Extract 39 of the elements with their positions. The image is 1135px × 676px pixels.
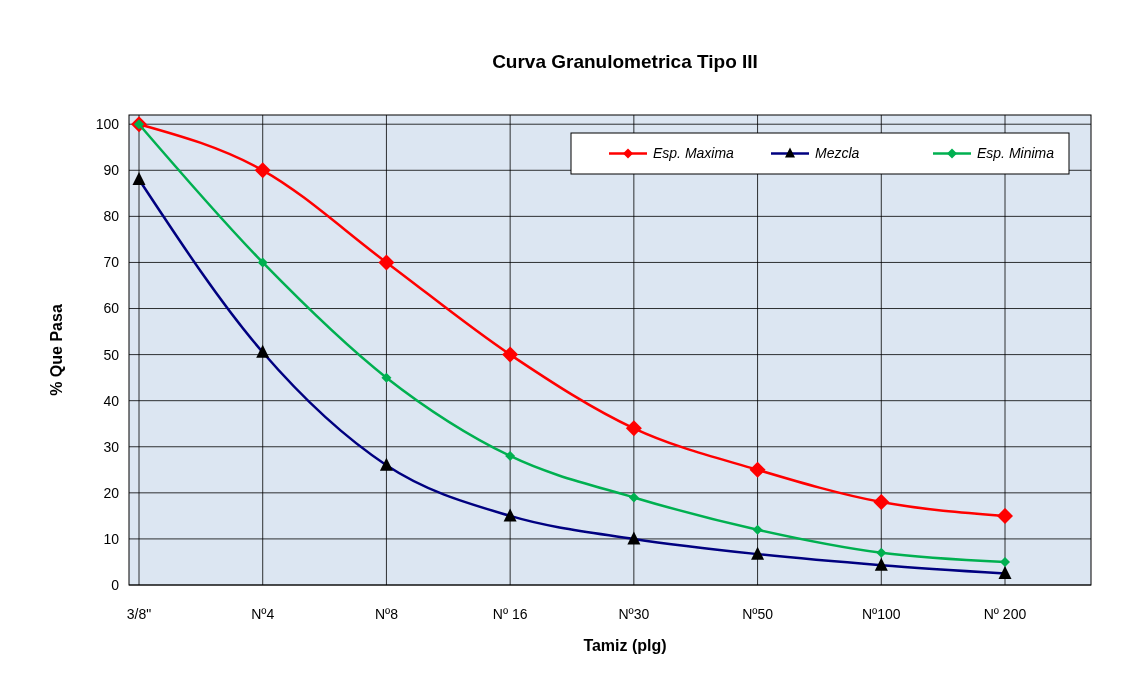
point: [1000, 556, 1010, 567]
x-tick-label: Nº 200: [983, 606, 1027, 622]
legend-label: Esp. Minima: [977, 145, 1055, 162]
point: [997, 507, 1013, 524]
y-tick-label: 0: [111, 576, 120, 593]
x-tick-label: Nº100: [861, 606, 901, 622]
point: [502, 346, 519, 363]
legend-label: Esp. Maxima: [653, 145, 735, 162]
x-tick-label: 3/8": [126, 606, 152, 622]
point: [873, 494, 890, 511]
y-tick-label: 20: [103, 484, 120, 501]
chart-title: Curva Granulometrica Tipo III: [492, 51, 758, 72]
x-tick-label: Nº50: [742, 606, 774, 622]
point: [257, 257, 268, 268]
x-tick-label: Nº 16: [492, 606, 528, 622]
legend-label: Mezcla: [815, 145, 860, 162]
point: [628, 492, 639, 503]
point: [752, 524, 763, 535]
point: [378, 254, 395, 271]
x-axis-title: Tamiz (plg): [583, 637, 667, 654]
y-tick-label: 30: [103, 438, 120, 455]
y-axis-title: % Que Pasa: [48, 304, 65, 396]
y-tick-label: 60: [103, 300, 120, 317]
point: [625, 420, 642, 437]
point: [876, 547, 887, 558]
y-tick-label: 50: [103, 346, 120, 363]
y-tick-label: 10: [103, 530, 120, 547]
x-tick-label: Nº4: [251, 606, 275, 622]
x-tick-label: Nº8: [374, 606, 399, 622]
y-tick-label: 70: [103, 254, 120, 271]
point: [254, 162, 271, 179]
x-tick-label: Nº30: [618, 606, 650, 622]
y-tick-label: 80: [103, 208, 120, 225]
point: [505, 450, 516, 461]
y-tick-label: 100: [95, 116, 120, 133]
y-tick-label: 90: [103, 162, 120, 179]
point: [381, 372, 392, 383]
y-tick-label: 40: [103, 392, 120, 409]
point: [749, 461, 766, 478]
